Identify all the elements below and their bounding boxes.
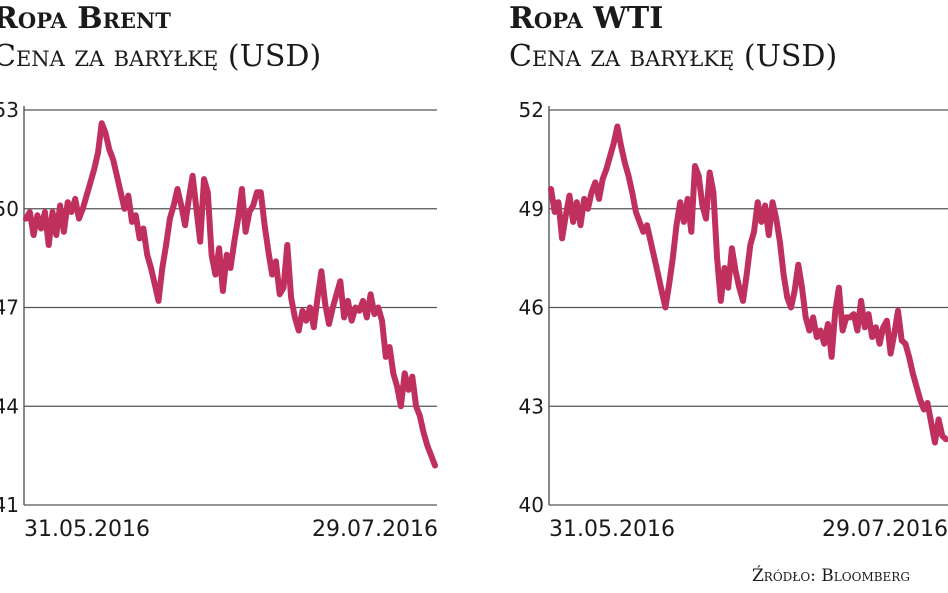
y-tick-label: 44 bbox=[0, 394, 19, 418]
y-tick-label: 53 bbox=[0, 98, 19, 122]
chart-subtitle: Cena za baryłkę (USD) bbox=[0, 39, 322, 74]
x-tick-label: 31.05.2016 bbox=[24, 517, 150, 542]
x-tick-label: 29.07.2016 bbox=[822, 517, 948, 542]
price-series-line bbox=[548, 123, 948, 446]
chart-title: Ropa WTI bbox=[509, 1, 664, 36]
chart-title: Ropa Brent bbox=[0, 1, 171, 36]
y-tick-label: 52 bbox=[519, 98, 544, 122]
x-tick-label: 31.05.2016 bbox=[549, 517, 675, 542]
y-tick-label: 43 bbox=[519, 394, 544, 418]
source-note: Źródło: Bloomberg bbox=[752, 566, 910, 586]
chart-subtitle: Cena za baryłkę (USD) bbox=[509, 39, 838, 74]
y-tick-label: 41 bbox=[0, 493, 19, 517]
brent-panel: Ropa Brent Cena za baryłkę (USD) bbox=[0, 0, 470, 593]
y-tick-label: 47 bbox=[0, 296, 19, 320]
brent-line-chart: 41 44 47 50 53 31.05.2016 29.07.2016 bbox=[0, 98, 438, 542]
x-tick-label: 29.07.2016 bbox=[312, 517, 438, 542]
y-tick-label: 46 bbox=[519, 296, 544, 320]
y-tick-label: 40 bbox=[519, 493, 544, 517]
price-series-line bbox=[23, 120, 438, 469]
y-tick-label: 49 bbox=[519, 197, 544, 221]
y-tick-label: 50 bbox=[0, 197, 19, 221]
